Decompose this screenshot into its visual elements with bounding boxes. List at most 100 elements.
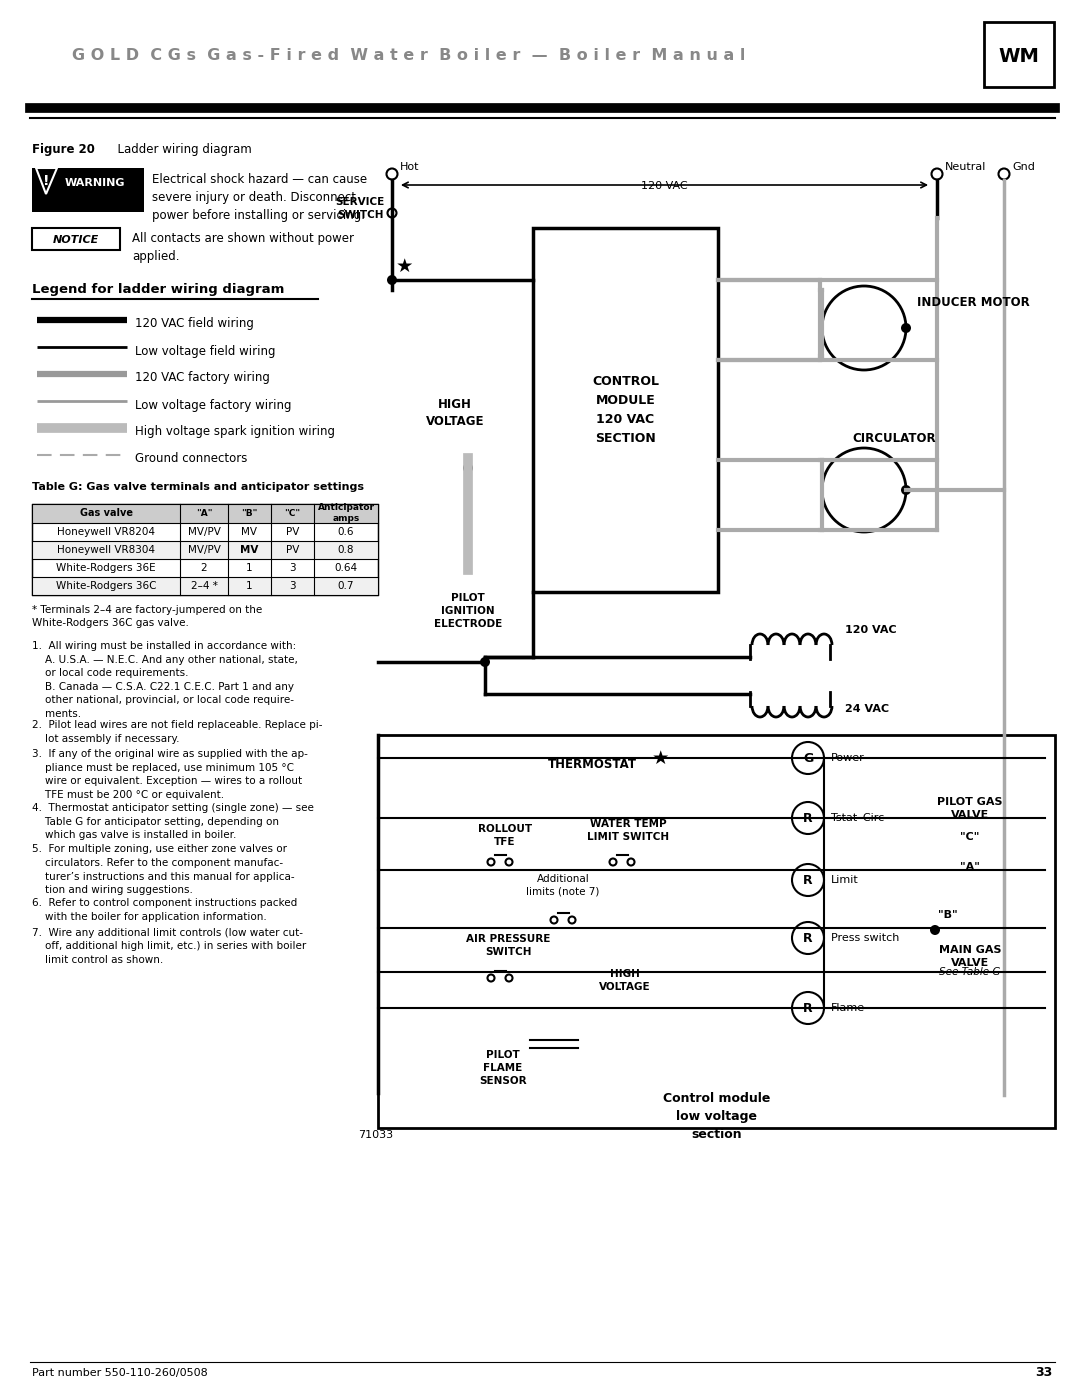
Text: Figure 20: Figure 20 — [32, 142, 95, 156]
Bar — [984, 22, 1054, 87]
Text: White-Rodgers 36C: White-Rodgers 36C — [56, 581, 157, 591]
Text: HIGH
VOLTAGE: HIGH VOLTAGE — [599, 968, 651, 992]
Circle shape — [792, 863, 824, 895]
Text: 120 VAC field wiring: 120 VAC field wiring — [135, 317, 254, 331]
Text: PV: PV — [286, 545, 299, 555]
Text: 0.64: 0.64 — [335, 563, 357, 573]
Text: PV: PV — [286, 527, 299, 536]
Circle shape — [463, 462, 473, 474]
Bar — [378, 735, 1055, 1127]
Text: Part number 550-110-260/0508: Part number 550-110-260/0508 — [32, 1368, 207, 1377]
Text: 33: 33 — [1035, 1366, 1052, 1379]
Text: Ladder wiring diagram: Ladder wiring diagram — [110, 142, 252, 156]
Text: 3: 3 — [289, 563, 296, 573]
Text: 5.  For multiple zoning, use either zone valves or
    circulators. Refer to the: 5. For multiple zoning, use either zone … — [32, 845, 295, 895]
Circle shape — [609, 859, 617, 866]
Text: MAIN GAS
VALVE: MAIN GAS VALVE — [939, 944, 1001, 968]
Text: 7.  Wire any additional limit controls (low water cut-
    off, additional high : 7. Wire any additional limit controls (l… — [32, 928, 307, 965]
Text: 120 VAC factory wiring: 120 VAC factory wiring — [135, 372, 270, 384]
Text: Electrical shock hazard — can cause
severe injury or death. Disconnect
power bef: Electrical shock hazard — can cause seve… — [152, 173, 367, 222]
Text: PILOT GAS
VALVE: PILOT GAS VALVE — [937, 798, 1002, 820]
Text: "C": "C" — [284, 509, 300, 517]
Circle shape — [551, 916, 557, 923]
Circle shape — [792, 802, 824, 834]
Text: 3.  If any of the original wire as supplied with the ap-
    pliance must be rep: 3. If any of the original wire as suppli… — [32, 749, 308, 800]
Text: "C": "C" — [960, 833, 980, 842]
Text: 6.  Refer to control component instructions packed
    with the boiler for appli: 6. Refer to control component instructio… — [32, 898, 297, 922]
Bar — [32, 504, 378, 522]
Bar — [32, 541, 378, 559]
Circle shape — [568, 916, 576, 923]
Text: Power: Power — [831, 753, 865, 763]
Text: THERMOSTAT: THERMOSTAT — [548, 759, 637, 771]
Text: 2: 2 — [201, 563, 207, 573]
Text: Honeywell VR8304: Honeywell VR8304 — [57, 545, 156, 555]
Polygon shape — [36, 168, 57, 194]
Text: 2–4 *: 2–4 * — [190, 581, 217, 591]
Text: See ​Table G: See ​Table G — [940, 967, 1001, 977]
Text: R: R — [804, 1002, 813, 1014]
Text: 24 VAC: 24 VAC — [845, 704, 889, 714]
Text: "A": "A" — [195, 509, 213, 517]
Text: CONTROL
MODULE
120 VAC
SECTION: CONTROL MODULE 120 VAC SECTION — [592, 374, 659, 446]
Text: Control module
low voltage
section: Control module low voltage section — [663, 1092, 770, 1141]
Text: Table G: Gas valve terminals and anticipator settings: Table G: Gas valve terminals and anticip… — [32, 482, 364, 492]
Circle shape — [901, 485, 912, 495]
Circle shape — [627, 859, 635, 866]
Text: G O L D  C G s  G a s - F i r e d  W a t e r  B o i l e r  —  B o i l e r  M a n: G O L D C G s G a s - F i r e d W a t e … — [72, 47, 745, 63]
Circle shape — [387, 169, 397, 179]
Text: Press switch: Press switch — [831, 933, 900, 943]
Circle shape — [930, 925, 940, 935]
Text: White-Rodgers 36E: White-Rodgers 36E — [56, 563, 156, 573]
Text: High voltage spark ignition wiring: High voltage spark ignition wiring — [135, 426, 335, 439]
Text: 1: 1 — [246, 563, 253, 573]
Circle shape — [792, 922, 824, 954]
Circle shape — [388, 208, 396, 218]
Text: Honeywell VR8204: Honeywell VR8204 — [57, 527, 156, 536]
Text: 120 VAC: 120 VAC — [845, 624, 896, 636]
Text: Anticipator
amps: Anticipator amps — [318, 503, 375, 522]
Text: AIR PRESSURE
SWITCH: AIR PRESSURE SWITCH — [465, 933, 550, 957]
Circle shape — [999, 169, 1010, 179]
Text: 120 VAC: 120 VAC — [642, 182, 688, 191]
Circle shape — [822, 448, 906, 532]
Text: CIRCULATOR: CIRCULATOR — [852, 432, 935, 446]
Text: MV: MV — [242, 527, 257, 536]
Text: "B": "B" — [939, 909, 958, 921]
Text: R: R — [804, 873, 813, 887]
Bar — [32, 228, 120, 250]
Text: MV: MV — [241, 545, 259, 555]
Bar — [32, 577, 378, 595]
Text: R: R — [804, 932, 813, 944]
Text: !: ! — [43, 175, 50, 189]
Circle shape — [487, 859, 495, 866]
Text: PILOT
IGNITION
ELECTRODE: PILOT IGNITION ELECTRODE — [434, 592, 502, 630]
Circle shape — [792, 742, 824, 774]
Text: Gas valve: Gas valve — [80, 509, 133, 518]
Circle shape — [480, 657, 490, 666]
Text: "A": "A" — [960, 862, 980, 872]
Text: INDUCER MOTOR: INDUCER MOTOR — [917, 296, 1029, 309]
Text: ★: ★ — [395, 257, 413, 275]
Text: All contacts are shown without power
applied.: All contacts are shown without power app… — [132, 232, 354, 263]
Text: HIGH
VOLTAGE: HIGH VOLTAGE — [426, 398, 484, 427]
Text: 0.8: 0.8 — [338, 545, 354, 555]
Text: Hot: Hot — [400, 162, 419, 172]
Text: WATER TEMP
LIMIT SWITCH: WATER TEMP LIMIT SWITCH — [586, 819, 670, 842]
Text: ROLLOUT
TFE: ROLLOUT TFE — [478, 824, 532, 847]
Text: 3: 3 — [289, 581, 296, 591]
Text: Ground connectors: Ground connectors — [135, 453, 247, 465]
Text: Tstat–Circ: Tstat–Circ — [831, 813, 885, 823]
Text: Gnd: Gnd — [1012, 162, 1035, 172]
Bar — [32, 504, 378, 595]
Circle shape — [505, 859, 513, 866]
Circle shape — [931, 169, 943, 179]
Text: NOTICE: NOTICE — [53, 235, 99, 244]
Text: Neutral: Neutral — [945, 162, 986, 172]
Circle shape — [505, 975, 513, 982]
Text: Low voltage factory wiring: Low voltage factory wiring — [135, 398, 292, 412]
Circle shape — [901, 323, 912, 332]
Text: 1: 1 — [246, 581, 253, 591]
Circle shape — [822, 286, 906, 370]
Text: Additional
limits (note 7): Additional limits (note 7) — [526, 873, 599, 897]
